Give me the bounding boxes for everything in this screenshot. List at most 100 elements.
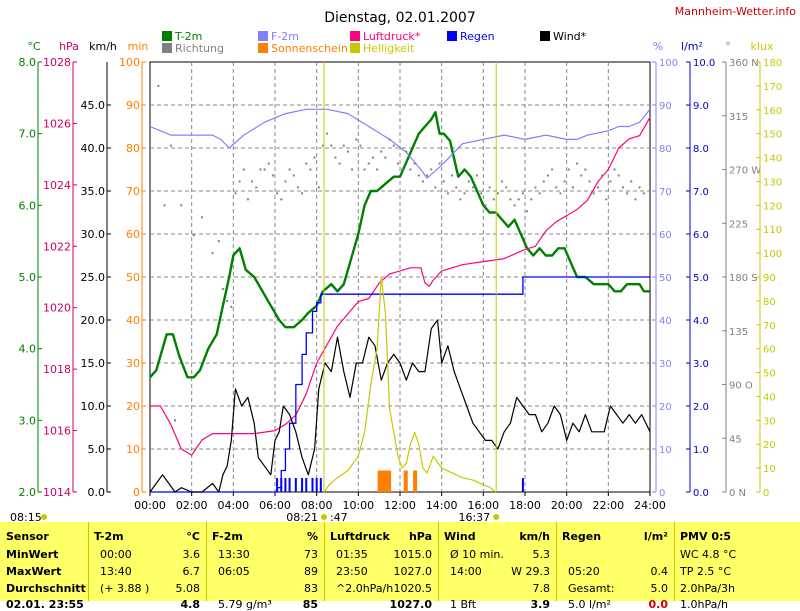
wind-unit: km/h bbox=[519, 530, 550, 543]
x-tick-label: 24:00 bbox=[634, 499, 666, 512]
column-divider bbox=[438, 522, 439, 601]
richtung-point bbox=[338, 162, 341, 165]
richtung-point bbox=[309, 168, 312, 171]
left-axis-tick-label: 7.0 bbox=[19, 128, 37, 141]
richtung-point bbox=[384, 156, 387, 159]
richtung-point bbox=[288, 168, 291, 171]
left-axis-tick-label: 60 bbox=[126, 228, 140, 241]
right-axis-tick-label: 120 bbox=[763, 201, 782, 212]
regen-current-value: 0.0 bbox=[648, 598, 669, 611]
wind-avg-label: Ø 10 min. bbox=[450, 548, 504, 561]
sunset-time: 16:37 bbox=[458, 511, 490, 522]
richtung-point bbox=[371, 156, 374, 159]
right-axis-tick-label: 90 bbox=[659, 101, 672, 112]
richtung-point bbox=[559, 192, 562, 195]
legend-swatch bbox=[540, 31, 550, 41]
richtung-point bbox=[276, 192, 279, 195]
sunrise-time-left: 08:15 bbox=[10, 511, 42, 522]
richtung-point bbox=[301, 192, 304, 195]
left-axis-tick-label: 1018 bbox=[43, 363, 71, 376]
pmv-windchill: WC 4.8 °C bbox=[680, 548, 737, 561]
right-axis-tick-label: 0 N bbox=[729, 488, 746, 499]
right-axis-tick-label: 140 bbox=[763, 154, 782, 165]
right-axis-tick-label: 170 bbox=[763, 82, 782, 93]
right-axis-tick-label: 4.0 bbox=[693, 316, 709, 327]
f2m-min-value: 73 bbox=[304, 548, 318, 561]
richtung-point bbox=[430, 168, 433, 171]
regen-unit: l/m² bbox=[643, 530, 668, 543]
sun-markers: 08:15 08:21:47 16:37 bbox=[10, 62, 500, 524]
right-axis-tick-label: 225 bbox=[729, 219, 748, 230]
f2m-max-time: 06:05 bbox=[218, 565, 250, 578]
left-axis-unit: min bbox=[128, 40, 149, 53]
column-divider bbox=[674, 522, 675, 601]
t2m-column: T-2m °C 00:00 3.6 13:40 6.7 (+ 3.88 ) 5.… bbox=[94, 522, 206, 611]
richtung-point bbox=[263, 168, 266, 171]
x-tick-label: 06:00 bbox=[259, 499, 291, 512]
left-axis-tick-label: 1024 bbox=[43, 179, 71, 192]
left-axis-unit: km/h bbox=[89, 40, 117, 53]
regen-max-value: 0.4 bbox=[650, 565, 669, 578]
richtung-point bbox=[221, 287, 224, 290]
legend-swatch bbox=[258, 31, 268, 41]
left-axis-tick-label: 20 bbox=[126, 400, 140, 413]
richtung-point bbox=[380, 150, 383, 153]
right-axis-unit: % bbox=[653, 40, 663, 53]
left-axis-tick-label: 4.0 bbox=[19, 343, 37, 356]
left-axis-tick-label: 40.0 bbox=[81, 142, 106, 155]
right-axis-tick-label: 90 bbox=[763, 273, 776, 284]
richtung-point bbox=[392, 144, 395, 147]
left-axis-unit: °C bbox=[27, 40, 41, 53]
right-axis-unit: ° bbox=[725, 40, 731, 53]
right-axis-tick-label: 150 bbox=[763, 130, 782, 141]
f2m-avg-value: 83 bbox=[304, 582, 318, 595]
richtung-point bbox=[296, 186, 299, 189]
legend-label: T-2m bbox=[174, 30, 202, 43]
t2m-header: T-2m bbox=[94, 530, 124, 543]
richtung-point bbox=[157, 84, 160, 87]
column-divider bbox=[206, 522, 207, 601]
regen-tick bbox=[305, 478, 308, 492]
regen-tick bbox=[276, 478, 279, 492]
richtung-point bbox=[626, 192, 629, 195]
richtung-point bbox=[551, 168, 554, 171]
legend-swatch bbox=[162, 43, 172, 53]
left-axis-tick-label: 0 bbox=[133, 486, 140, 499]
axes: 00:00 02:00 04:00 06:00 08:00 10:00 12:00 14:00… bbox=[19, 40, 783, 512]
richtung-point bbox=[346, 150, 349, 153]
right-axis-tick-label: 3.0 bbox=[693, 359, 709, 370]
richtung-point bbox=[513, 204, 516, 207]
richtung-point bbox=[609, 180, 612, 183]
right-axis-tick-label: 180 S bbox=[729, 273, 758, 284]
richtung-point bbox=[613, 168, 616, 171]
wind-column: Wind km/h Ø 10 min. 5.3 14:00 W 29.3 7.8… bbox=[444, 522, 556, 611]
right-axis-tick-label: 135 bbox=[729, 327, 748, 338]
richtung-point bbox=[413, 162, 416, 165]
legend-swatch bbox=[447, 31, 457, 41]
richtung-point bbox=[242, 168, 245, 171]
richtung-point bbox=[642, 192, 645, 195]
x-tick-label: 10:00 bbox=[342, 499, 374, 512]
t2m-avg-note: (+ 3.88 ) bbox=[100, 582, 150, 595]
pmv-pressure-3h: 2.0hPa/3h bbox=[680, 582, 736, 595]
richtung-point bbox=[342, 144, 345, 147]
left-axis-tick-label: 1020 bbox=[43, 302, 71, 315]
f-2m-line bbox=[149, 108, 651, 179]
richtung-point bbox=[471, 186, 474, 189]
pmv-column: PMV 0:5 WC 4.8 °C TP 2.5 °C 2.0hPa/3h 1.… bbox=[680, 522, 798, 611]
luftdruck-current-value: 1027.0 bbox=[389, 598, 432, 611]
richtung-point bbox=[169, 144, 172, 147]
richtung-point bbox=[496, 192, 499, 195]
f2m-max-value: 89 bbox=[304, 565, 318, 578]
luftdruck-line bbox=[150, 117, 651, 456]
wind-avg-value: 5.3 bbox=[532, 548, 551, 561]
richtung-point bbox=[467, 180, 470, 183]
regen-tick bbox=[521, 478, 524, 492]
left-axis-tick-label: 15.0 bbox=[81, 357, 106, 370]
regen-tick bbox=[315, 478, 318, 492]
richtung-point bbox=[546, 174, 549, 177]
left-axis-tick-label: 8.0 bbox=[19, 56, 37, 69]
left-axis-tick-label: 1022 bbox=[43, 240, 71, 253]
richtung-point bbox=[367, 162, 370, 165]
richtung-point bbox=[630, 180, 633, 183]
